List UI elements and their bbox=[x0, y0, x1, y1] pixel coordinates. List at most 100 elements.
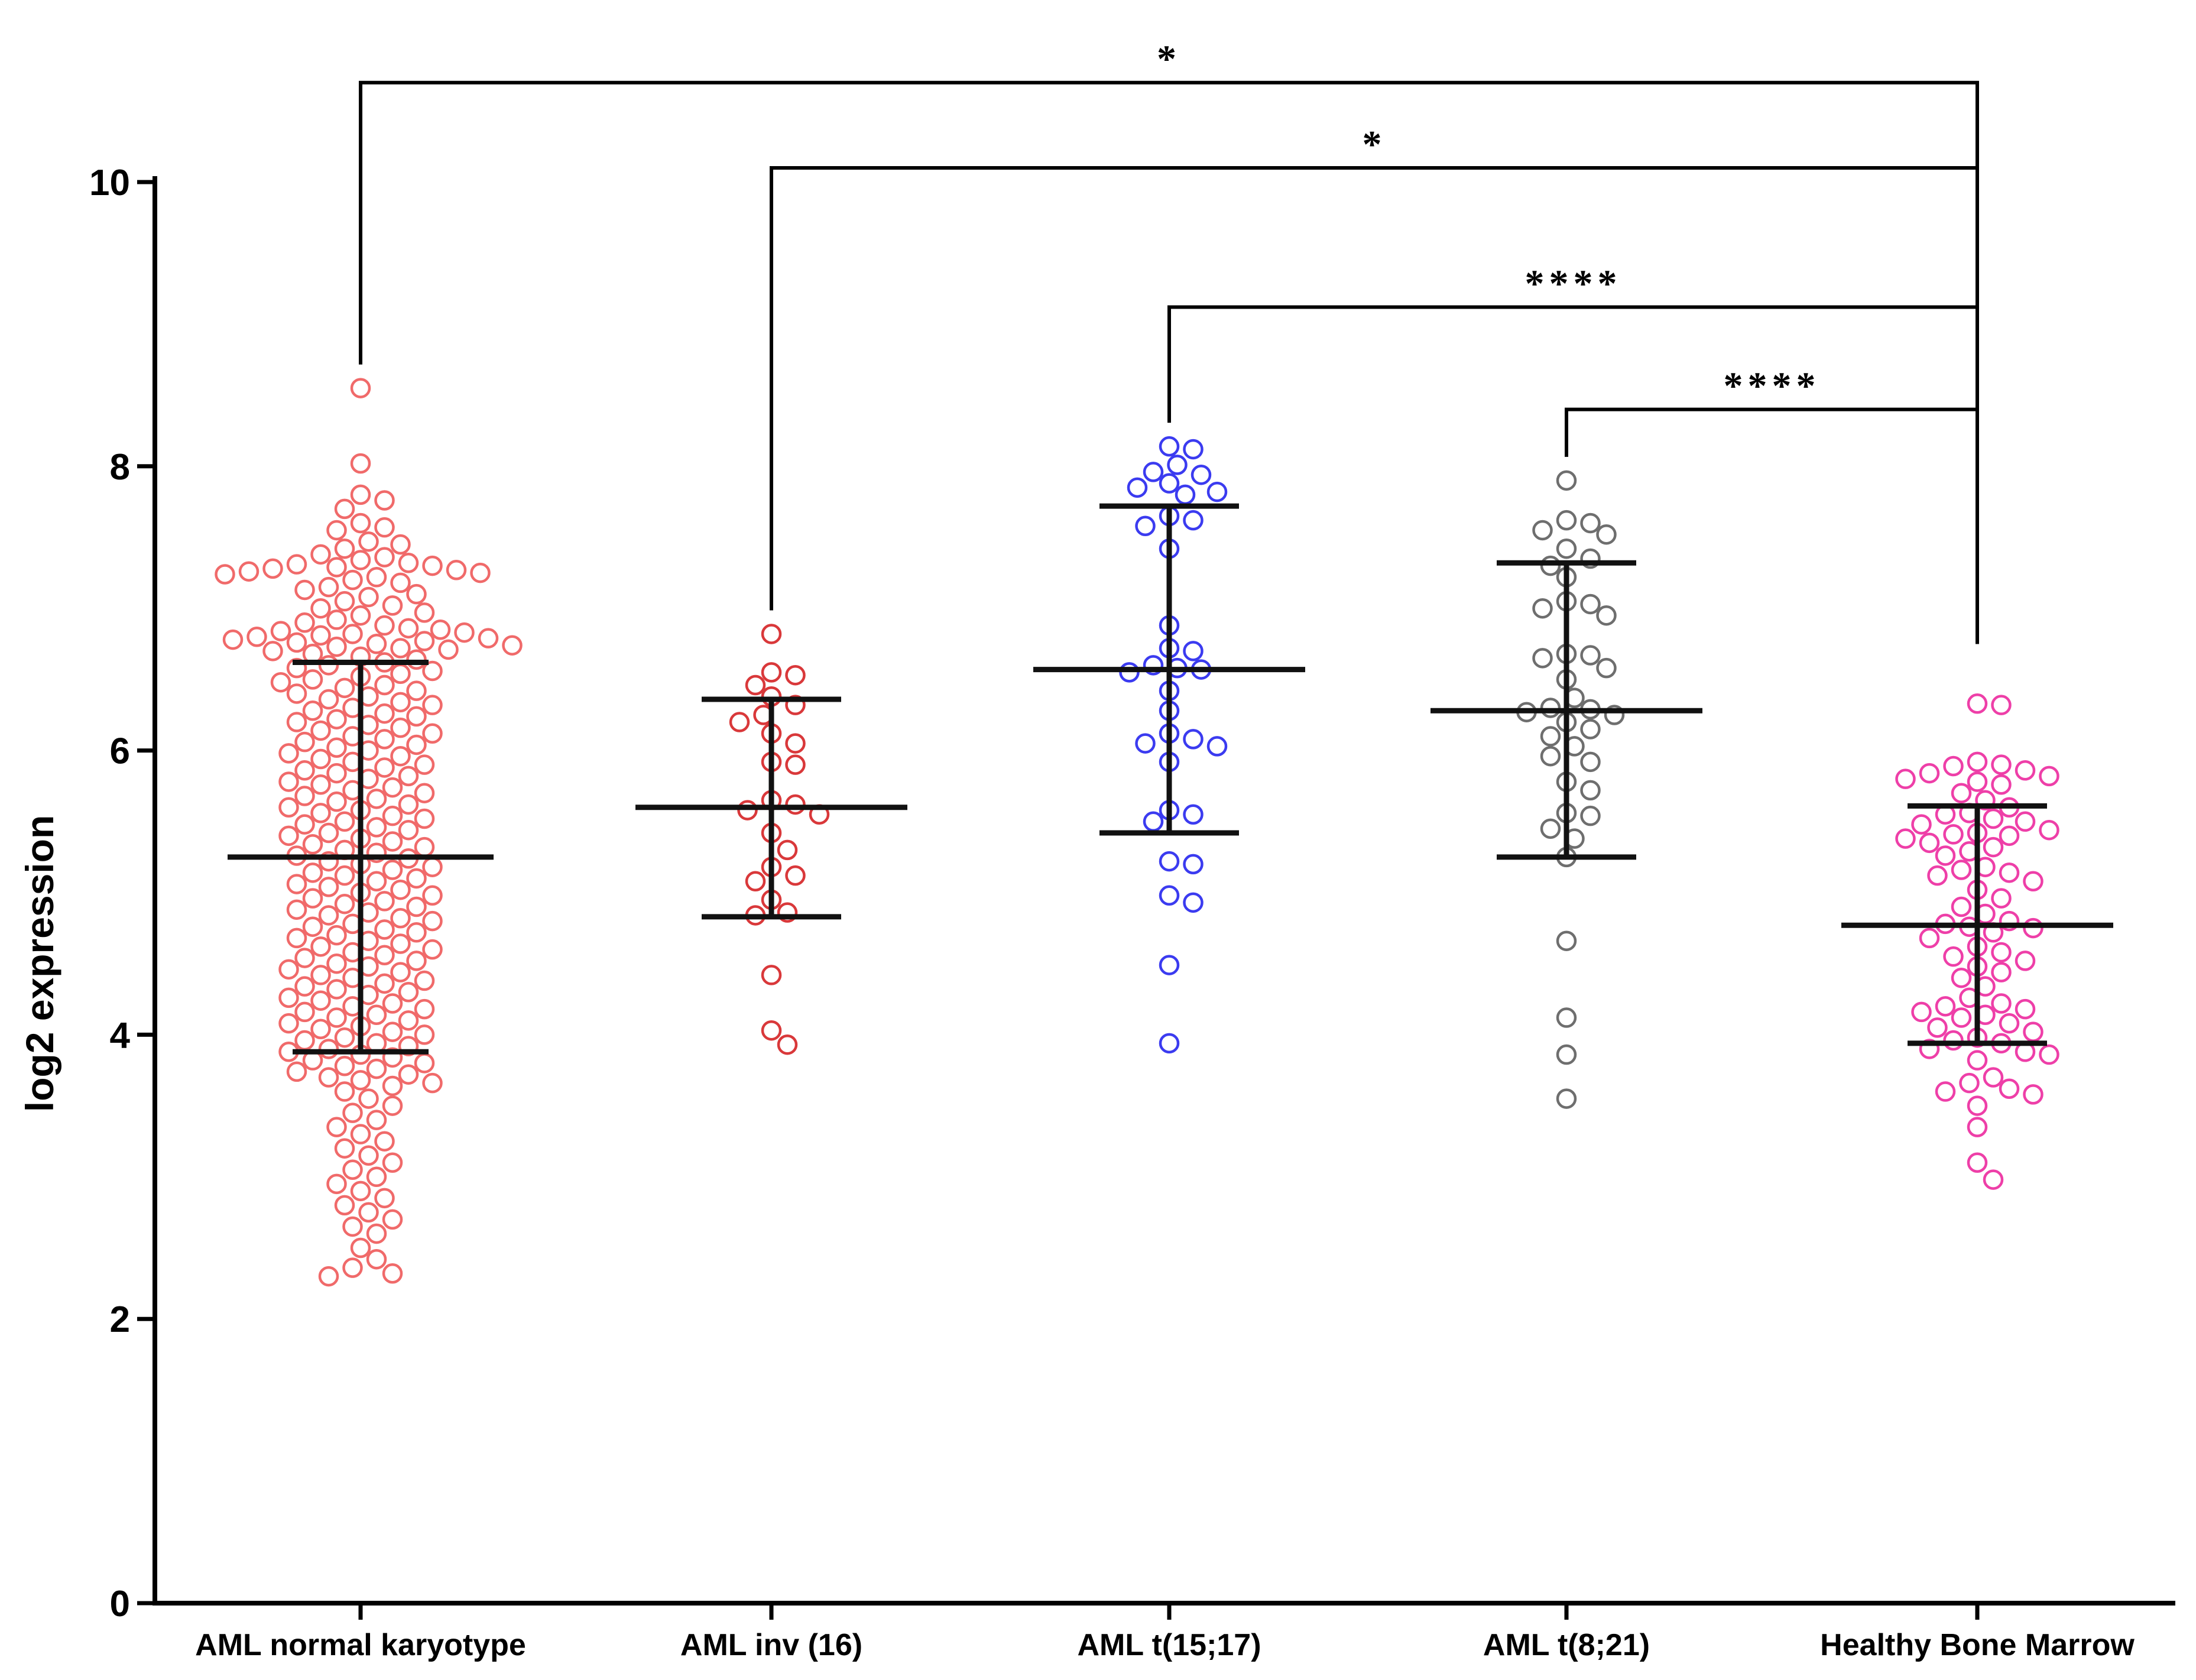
data-point bbox=[406, 951, 427, 971]
data-point bbox=[761, 624, 782, 644]
data-point bbox=[1159, 473, 1180, 494]
data-point bbox=[350, 513, 371, 534]
data-point bbox=[318, 1039, 339, 1059]
data-point bbox=[1159, 1033, 1180, 1054]
data-point bbox=[2039, 819, 2059, 841]
data-point bbox=[382, 1047, 403, 1068]
data-point bbox=[278, 743, 299, 764]
data-point bbox=[294, 579, 315, 601]
data-point bbox=[1580, 645, 1601, 666]
data-point bbox=[310, 544, 331, 565]
significance-label: * bbox=[1363, 123, 1387, 166]
data-point bbox=[294, 731, 315, 753]
data-point bbox=[478, 628, 499, 648]
data-point bbox=[2015, 760, 2036, 781]
data-point bbox=[1183, 804, 1204, 825]
data-point bbox=[350, 605, 371, 626]
data-point bbox=[374, 891, 395, 912]
data-point bbox=[302, 669, 323, 690]
data-point bbox=[342, 1159, 363, 1180]
data-point bbox=[358, 1145, 379, 1166]
data-point bbox=[414, 808, 435, 829]
data-point bbox=[334, 1138, 355, 1159]
mean-sd-bar bbox=[1431, 560, 1702, 860]
data-point bbox=[406, 922, 427, 943]
data-point bbox=[414, 602, 435, 623]
data-point bbox=[390, 717, 411, 738]
data-point bbox=[737, 800, 758, 820]
data-point bbox=[1556, 1007, 1577, 1028]
data-point bbox=[422, 555, 443, 576]
y-tick-label: 10 bbox=[89, 163, 130, 203]
data-point bbox=[398, 553, 419, 573]
data-point bbox=[1991, 962, 2012, 982]
data-point bbox=[1532, 520, 1553, 541]
data-point bbox=[358, 531, 379, 552]
series-points bbox=[215, 378, 523, 1287]
data-point bbox=[302, 700, 323, 721]
data-point bbox=[414, 998, 435, 1020]
data-point bbox=[1596, 524, 1617, 545]
data-point bbox=[382, 1021, 403, 1042]
data-point bbox=[422, 1072, 443, 1094]
data-point bbox=[382, 1263, 403, 1284]
data-point bbox=[310, 965, 331, 985]
data-point bbox=[326, 520, 347, 541]
mean-sd-bar bbox=[228, 660, 494, 1055]
data-point bbox=[1540, 555, 1561, 576]
data-point bbox=[777, 839, 798, 861]
data-point bbox=[777, 1034, 798, 1055]
data-point bbox=[294, 760, 315, 781]
data-point bbox=[422, 660, 443, 682]
data-point bbox=[374, 547, 395, 567]
mean-sd-bar bbox=[1841, 803, 2113, 1046]
data-point bbox=[1935, 1081, 1956, 1102]
data-point bbox=[1183, 510, 1204, 531]
data-point bbox=[334, 591, 355, 612]
data-point bbox=[310, 625, 331, 646]
data-point bbox=[302, 834, 323, 855]
data-point bbox=[382, 860, 403, 880]
data-point bbox=[1596, 657, 1617, 679]
data-point bbox=[318, 576, 339, 598]
data-point bbox=[1556, 538, 1577, 559]
data-point bbox=[310, 1019, 331, 1040]
data-point bbox=[374, 703, 395, 724]
data-point bbox=[350, 453, 371, 474]
data-point bbox=[1967, 771, 1988, 792]
axes: log2 expression 0 2 4 6 8 10 AML normal karyot… bbox=[18, 163, 2175, 1662]
data-point bbox=[390, 638, 411, 659]
data-point bbox=[1999, 1078, 2020, 1100]
data-point bbox=[390, 692, 411, 713]
data-point bbox=[1183, 892, 1204, 913]
data-point bbox=[390, 572, 411, 593]
data-point bbox=[1999, 825, 2020, 847]
data-point bbox=[390, 745, 411, 767]
data-point bbox=[785, 865, 806, 886]
data-point bbox=[326, 557, 347, 578]
data-point bbox=[1580, 780, 1601, 801]
data-point bbox=[1580, 805, 1601, 826]
data-point bbox=[1143, 462, 1164, 482]
data-point bbox=[374, 615, 395, 636]
bracket-line bbox=[1565, 407, 1979, 644]
series-points bbox=[1119, 436, 1228, 1054]
mean-sd-bars bbox=[228, 503, 2113, 1055]
data-point bbox=[1175, 484, 1196, 505]
data-point bbox=[310, 803, 331, 823]
data-point bbox=[414, 1024, 435, 1045]
significance-label: **** bbox=[1724, 365, 1821, 408]
data-point bbox=[374, 973, 395, 994]
x-tick-label: AML normal karyotype bbox=[195, 1628, 526, 1662]
data-point bbox=[1556, 510, 1577, 531]
data-point bbox=[454, 622, 475, 643]
data-point bbox=[1183, 439, 1204, 460]
data-point bbox=[310, 990, 331, 1011]
data-point bbox=[286, 554, 307, 575]
x-tick-label: AML t(8;21) bbox=[1483, 1628, 1650, 1662]
data-point bbox=[745, 871, 766, 892]
data-point bbox=[1540, 745, 1561, 767]
data-point bbox=[366, 634, 387, 654]
x-tick-label: Healthy Bone Marrow bbox=[1820, 1628, 2135, 1662]
